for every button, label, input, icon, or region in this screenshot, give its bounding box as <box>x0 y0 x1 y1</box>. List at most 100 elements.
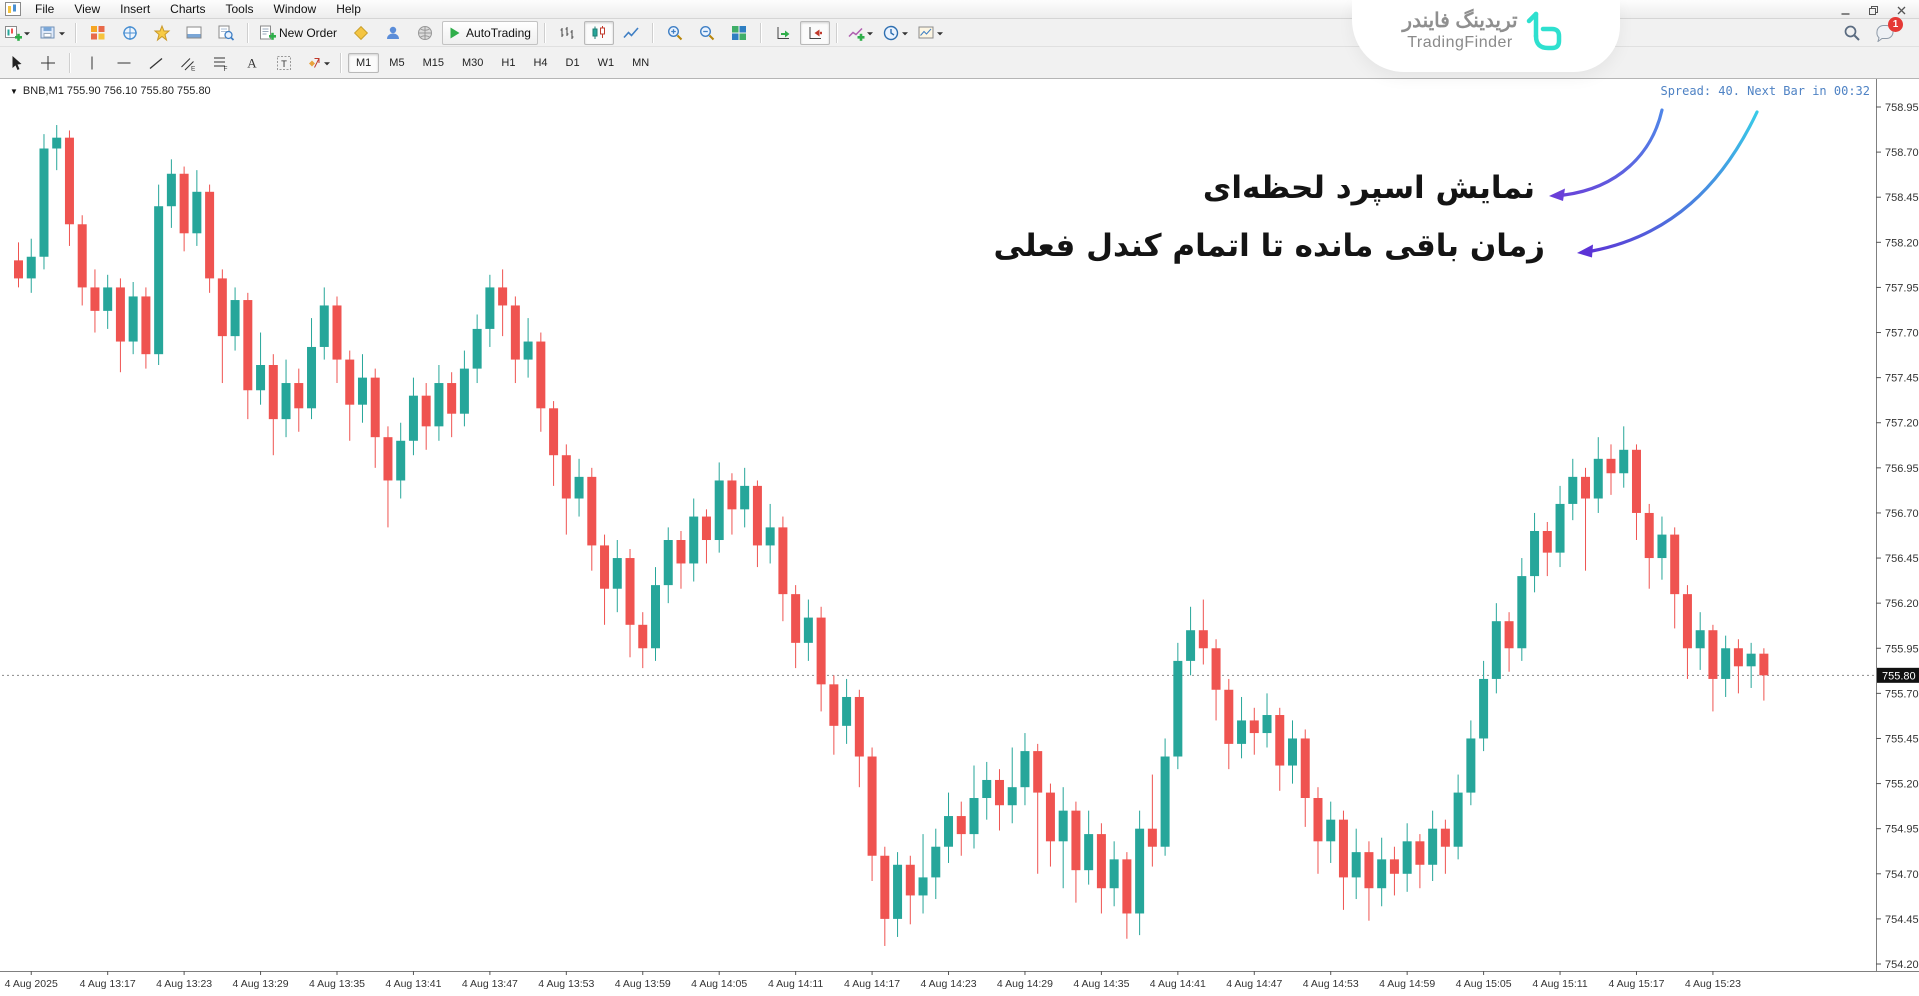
terminal-button[interactable] <box>179 21 209 45</box>
candle-body <box>472 328 482 369</box>
watermark-text: تریدینگ فایندر TradingFinder <box>1398 9 1522 53</box>
minimize-button[interactable] <box>1833 3 1857 17</box>
indicators-button[interactable] <box>844 21 877 45</box>
data-window-button[interactable] <box>115 21 145 45</box>
menu-charts[interactable]: Charts <box>170 2 206 16</box>
community-button[interactable] <box>378 21 408 45</box>
tile-windows-button[interactable] <box>724 21 754 45</box>
periods-button[interactable] <box>879 21 912 45</box>
candle-body <box>1504 621 1514 649</box>
time-tick-label: 4 Aug 13:35 <box>309 978 365 990</box>
dropdown-caret-icon <box>936 25 944 41</box>
chart-candles-button[interactable] <box>583 20 614 45</box>
autotrading-button[interactable]: AutoTrading <box>442 20 538 45</box>
candle-body <box>918 877 928 896</box>
price-tick-label: 758.20 <box>1885 237 1919 249</box>
horizontal-line-button[interactable] <box>109 51 139 75</box>
zoom-out-button[interactable] <box>692 21 722 45</box>
timeframe-w1[interactable]: W1 <box>597 56 615 69</box>
auto-scroll-button[interactable] <box>768 21 798 45</box>
timeframe-m1[interactable]: M1 <box>348 52 380 73</box>
new-order-button-label: New Order <box>279 25 338 40</box>
candle-body <box>1631 449 1641 513</box>
timeframe-m30[interactable]: M30 <box>461 56 484 69</box>
candle-body <box>689 516 699 564</box>
menu-insert[interactable]: Insert <box>120 2 151 16</box>
crosshair-button[interactable] <box>33 51 63 75</box>
strategy-tester-button[interactable] <box>211 21 241 45</box>
candle-body <box>408 395 418 441</box>
candle-body <box>421 395 431 427</box>
dropdown-caret-icon <box>323 55 331 71</box>
label-icon: T <box>275 54 293 72</box>
navigator-button[interactable] <box>147 21 177 45</box>
timeframe-mn[interactable]: MN <box>632 56 650 69</box>
menu-file[interactable]: File <box>35 2 55 16</box>
timeframe-m15[interactable]: M15 <box>422 56 444 69</box>
templates-button[interactable] <box>914 21 947 45</box>
fibonacci-icon: F <box>211 54 229 72</box>
candle-body <box>714 480 724 541</box>
chart-bars-button[interactable] <box>552 21 582 45</box>
menu-tools[interactable]: Tools <box>225 2 254 16</box>
cursor-button[interactable] <box>1 51 31 75</box>
metaeditor-button[interactable] <box>346 21 376 45</box>
menu-window[interactable]: Window <box>273 2 317 16</box>
time-tick-label: 4 Aug 2025 <box>5 978 58 990</box>
timeframe-d1[interactable]: D1 <box>565 56 580 69</box>
candle-body <box>574 476 584 499</box>
trendline-button[interactable] <box>141 51 171 75</box>
close-icon[interactable] <box>1889 3 1913 17</box>
candle-body <box>1300 738 1310 799</box>
label-button[interactable]: T <box>269 51 299 75</box>
svg-text:A: A <box>247 55 257 70</box>
candle-body <box>1135 828 1145 914</box>
time-tick-label: 4 Aug 15:11 <box>1532 978 1587 990</box>
text-button[interactable]: A <box>237 51 267 75</box>
timeframe-h1[interactable]: H1 <box>501 56 516 69</box>
watermark-fa: تریدینگ فایندر <box>1402 10 1518 32</box>
search-icon[interactable] <box>1843 24 1861 42</box>
candle-body <box>752 485 762 546</box>
terminal-icon <box>185 24 203 42</box>
price-tick-label: 754.95 <box>1885 824 1919 836</box>
price-axis[interactable]: 758.95 758.70 758.45 758.20 757.95 757.70 757.… <box>1876 102 1919 971</box>
market-button[interactable] <box>410 21 440 45</box>
menu-help[interactable]: Help <box>336 2 361 16</box>
time-tick-label: 4 Aug 13:41 <box>385 978 441 990</box>
timeframe-h4[interactable]: H4 <box>533 56 548 69</box>
candle-body <box>141 296 151 355</box>
zoom-in-button[interactable] <box>660 21 690 45</box>
candle-body <box>523 341 533 360</box>
timeframe-m5[interactable]: M5 <box>389 56 405 69</box>
price-tick-label: 757.45 <box>1885 373 1919 385</box>
menu-view[interactable]: View <box>74 2 101 16</box>
candle-body <box>1262 715 1272 734</box>
candle-body <box>1249 720 1259 734</box>
shapes-button[interactable] <box>301 51 334 75</box>
chart-shift-button[interactable] <box>799 20 830 45</box>
time-tick-label: 4 Aug 13:23 <box>156 978 212 990</box>
fibonacci-button[interactable]: F <box>205 51 235 75</box>
new-chart-button[interactable] <box>1 21 34 45</box>
candle-body <box>434 383 444 427</box>
notifications-icon[interactable]: 1 <box>1875 17 1903 42</box>
new-order-button[interactable]: New Order <box>255 21 344 45</box>
equidistant-channel-button[interactable]: E <box>173 51 203 75</box>
candle-body <box>905 864 915 896</box>
candle-body <box>1186 630 1196 661</box>
candle-body <box>1721 648 1731 679</box>
candle-body <box>281 383 291 420</box>
time-axis[interactable]: 4 Aug 2025 4 Aug 13:17 4 Aug 13:23 4 Aug 13… <box>5 971 1741 990</box>
restore-button[interactable] <box>1861 3 1885 17</box>
vertical-line-button[interactable] <box>77 51 107 75</box>
chart-menu-caret-icon[interactable]: ▼ <box>10 86 18 96</box>
time-tick-label: 4 Aug 14:53 <box>1303 978 1359 990</box>
time-tick-label: 4 Aug 15:05 <box>1456 978 1512 990</box>
time-tick-label: 4 Aug 14:11 <box>768 978 823 990</box>
profiles-button[interactable] <box>36 21 69 45</box>
market-watch-button[interactable] <box>83 21 113 45</box>
chart-line-button[interactable] <box>616 21 646 45</box>
